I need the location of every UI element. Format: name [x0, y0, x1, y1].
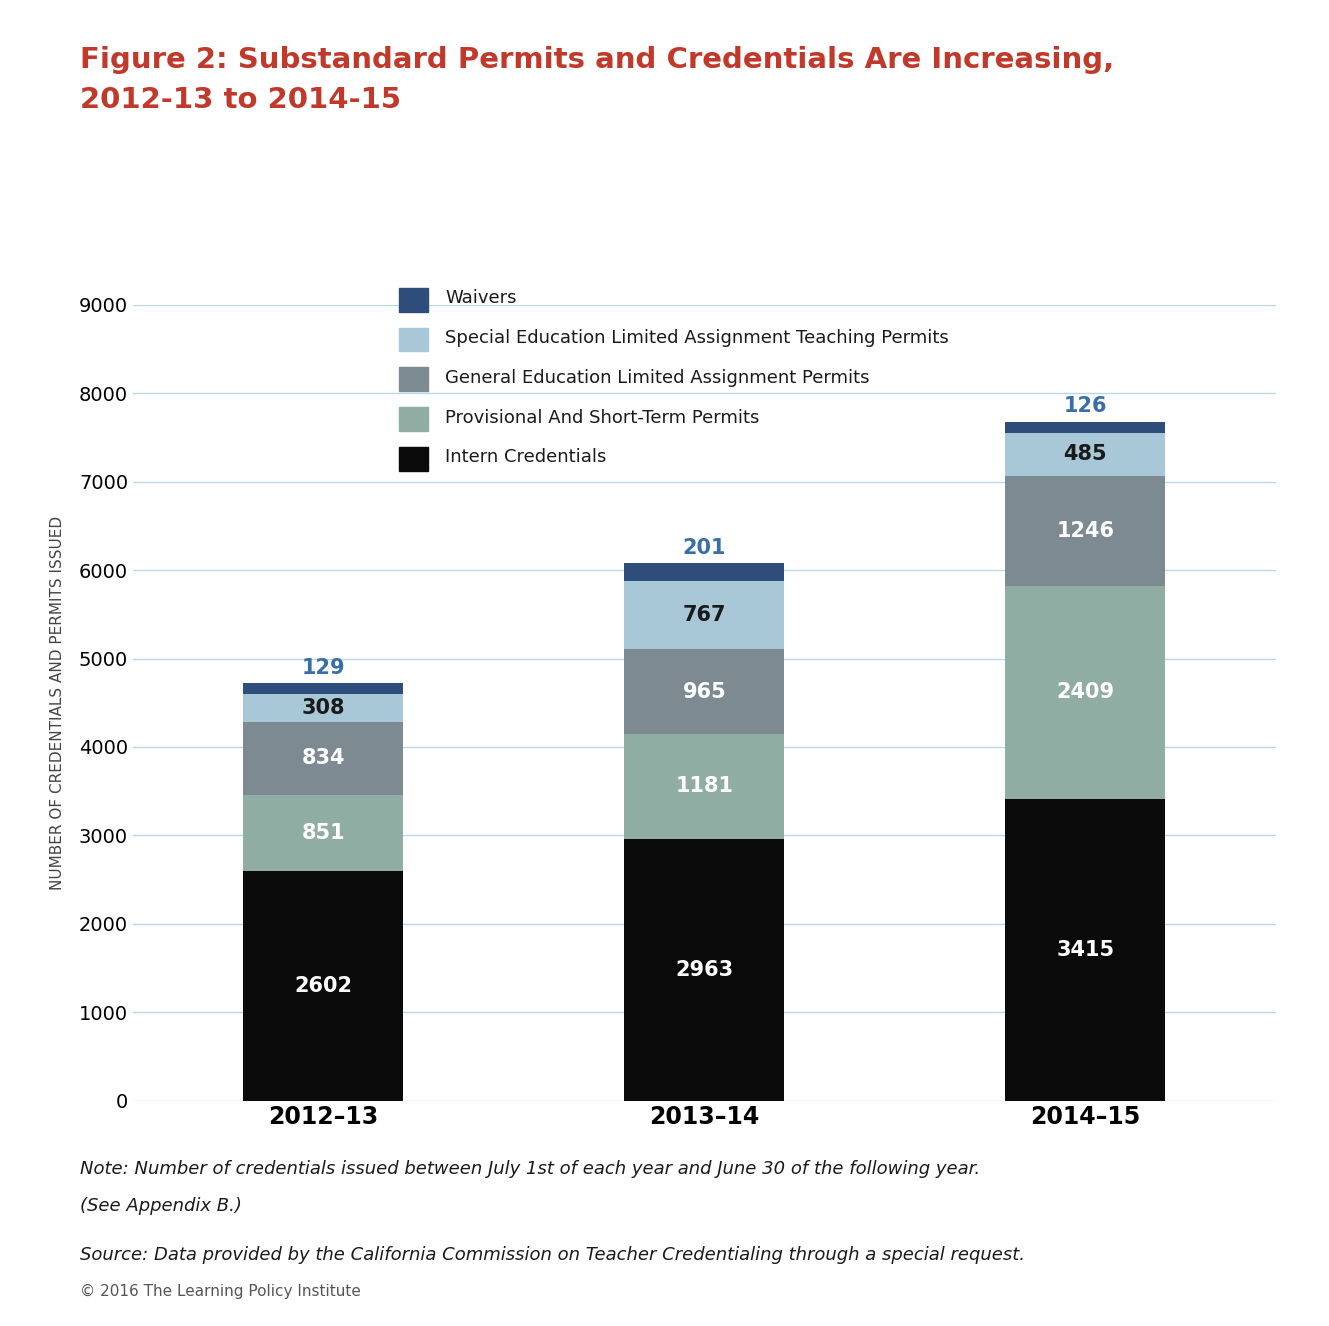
Text: 308: 308 — [302, 697, 346, 717]
Text: 2602: 2602 — [295, 976, 352, 996]
Text: General Education Limited Assignment Permits: General Education Limited Assignment Per… — [445, 369, 869, 387]
Bar — [243, 695, 404, 721]
Text: 767: 767 — [683, 605, 726, 625]
Bar — [625, 838, 784, 1101]
Bar — [243, 683, 404, 695]
Text: 126: 126 — [1063, 396, 1107, 416]
Text: 3415: 3415 — [1057, 940, 1115, 960]
Text: 834: 834 — [302, 748, 346, 769]
Text: Note: Number of credentials issued between July 1st of each year and June 30 of : Note: Number of credentials issued betwe… — [80, 1160, 979, 1179]
Bar — [1005, 422, 1166, 432]
Bar — [625, 648, 784, 735]
Text: 2963: 2963 — [675, 960, 734, 980]
Y-axis label: NUMBER OF CREDENTIALS AND PERMITS ISSUED: NUMBER OF CREDENTIALS AND PERMITS ISSUED — [51, 516, 65, 890]
Text: 1181: 1181 — [675, 777, 734, 797]
Text: 2012-13 to 2014-15: 2012-13 to 2014-15 — [80, 86, 401, 114]
Bar — [1005, 476, 1166, 586]
Text: Waivers: Waivers — [445, 289, 517, 308]
Text: 965: 965 — [683, 682, 726, 701]
Bar — [1005, 798, 1166, 1101]
Bar — [625, 735, 784, 838]
Bar — [1005, 432, 1166, 476]
Text: Intern Credentials: Intern Credentials — [445, 448, 606, 467]
Bar — [1005, 586, 1166, 798]
Text: Special Education Limited Assignment Teaching Permits: Special Education Limited Assignment Tea… — [445, 329, 949, 347]
Text: Provisional And Short-Term Permits: Provisional And Short-Term Permits — [445, 408, 760, 427]
Text: Figure 2: Substandard Permits and Credentials Are Increasing,: Figure 2: Substandard Permits and Creden… — [80, 46, 1114, 74]
Bar — [625, 581, 784, 648]
Text: 201: 201 — [683, 538, 726, 558]
Text: 485: 485 — [1063, 444, 1107, 464]
Bar — [625, 564, 784, 581]
Text: 851: 851 — [302, 823, 346, 843]
Text: © 2016 The Learning Policy Institute: © 2016 The Learning Policy Institute — [80, 1284, 360, 1298]
Bar — [243, 796, 404, 871]
Text: Source: Data provided by the California Commission on Teacher Credentialing thro: Source: Data provided by the California … — [80, 1246, 1025, 1265]
Text: 1246: 1246 — [1057, 521, 1114, 541]
Text: 2409: 2409 — [1057, 682, 1115, 703]
Text: (See Appendix B.): (See Appendix B.) — [80, 1197, 242, 1216]
Text: 129: 129 — [302, 658, 346, 678]
Bar — [243, 721, 404, 796]
Bar — [243, 871, 404, 1101]
